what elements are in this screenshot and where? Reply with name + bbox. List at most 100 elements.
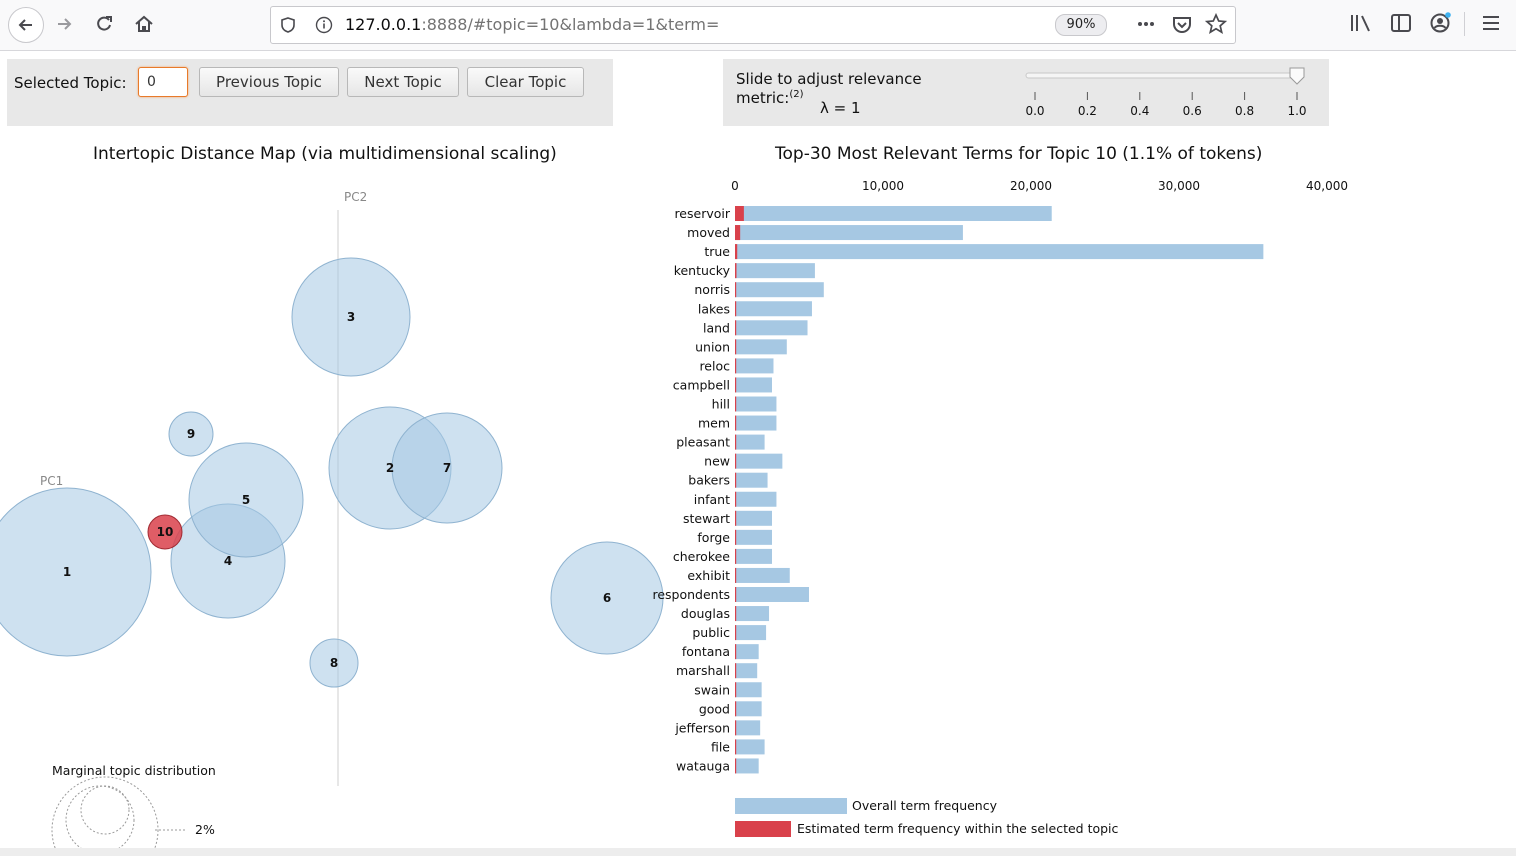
topic-frequency-bar[interactable] [735, 739, 737, 755]
topic-circle-6[interactable] [550, 541, 664, 655]
more-icon[interactable] [1133, 11, 1159, 37]
topic-frequency-bar[interactable] [735, 529, 737, 545]
term-label[interactable]: file [711, 739, 730, 754]
topic-frequency-bar[interactable] [735, 396, 737, 412]
pocket-icon[interactable] [1169, 11, 1195, 37]
overall-frequency-bar[interactable] [735, 339, 787, 355]
term-label[interactable]: infant [694, 492, 730, 507]
overall-frequency-bar[interactable] [735, 491, 777, 507]
overall-frequency-bar[interactable] [735, 453, 783, 469]
topic-circle-1[interactable] [0, 487, 152, 657]
clear-topic-button[interactable]: Clear Topic [467, 67, 584, 97]
overall-frequency-bar[interactable] [735, 739, 765, 755]
overall-frequency-bar[interactable] [735, 701, 762, 717]
overall-frequency-bar[interactable] [735, 377, 772, 393]
term-label[interactable]: norris [694, 282, 730, 297]
term-label[interactable]: kentucky [674, 263, 731, 278]
term-label[interactable]: watauga [676, 758, 730, 773]
overall-frequency-bar[interactable] [735, 434, 765, 450]
term-label[interactable]: mem [698, 416, 730, 431]
overall-frequency-bar[interactable] [735, 358, 774, 374]
topic-frequency-bar[interactable] [735, 548, 737, 564]
overall-frequency-bar[interactable] [735, 529, 772, 545]
topic-frequency-bar[interactable] [735, 701, 737, 717]
topic-circle-3[interactable] [291, 257, 411, 377]
topic-frequency-bar[interactable] [735, 644, 737, 660]
term-label[interactable]: respondents [652, 587, 730, 602]
topic-frequency-bar[interactable] [735, 625, 737, 641]
topic-frequency-bar[interactable] [735, 263, 737, 279]
reload-button[interactable] [88, 8, 120, 40]
overall-frequency-bar[interactable] [735, 472, 768, 488]
topic-frequency-bar[interactable] [735, 510, 737, 526]
overall-frequency-bar[interactable] [735, 606, 770, 622]
overall-frequency-bar[interactable] [735, 682, 762, 698]
overall-frequency-bar[interactable] [735, 282, 824, 298]
selected-topic-input[interactable] [138, 67, 188, 97]
overall-frequency-bar[interactable] [735, 415, 777, 431]
overall-frequency-bar[interactable] [735, 625, 767, 641]
slider-footnote-link[interactable]: (2) [789, 89, 804, 100]
term-label[interactable]: exhibit [687, 568, 730, 583]
topic-frequency-bar[interactable] [735, 472, 737, 488]
topic-frequency-bar[interactable] [735, 491, 737, 507]
overall-frequency-bar[interactable] [735, 301, 812, 317]
term-label[interactable]: douglas [681, 606, 730, 621]
term-label[interactable]: jefferson [674, 720, 730, 735]
overall-frequency-bar[interactable] [735, 567, 790, 583]
term-label[interactable]: fontana [682, 644, 730, 659]
topic-frequency-bar[interactable] [735, 720, 737, 736]
term-label[interactable]: land [703, 320, 730, 335]
term-label[interactable]: campbell [673, 377, 730, 392]
relevance-slider[interactable]: 0.0 0.2 0.4 0.6 0.8 1.0 [1010, 62, 1320, 122]
topic-frequency-bar[interactable] [735, 587, 737, 602]
topic-frequency-bar[interactable] [735, 606, 737, 622]
topic-circle-9[interactable] [168, 411, 214, 457]
term-label[interactable]: true [704, 244, 730, 259]
term-label[interactable]: public [692, 625, 730, 640]
overall-frequency-bar[interactable] [735, 225, 963, 241]
slider-thumb[interactable] [1289, 67, 1305, 85]
topic-frequency-bar[interactable] [735, 415, 737, 431]
topic-frequency-bar[interactable] [735, 320, 737, 336]
overall-frequency-bar[interactable] [735, 644, 759, 660]
topic-circle-7[interactable] [391, 412, 503, 524]
topic-frequency-bar[interactable] [735, 663, 737, 679]
topic-frequency-bar[interactable] [735, 453, 737, 469]
overall-frequency-bar[interactable] [735, 320, 808, 336]
account-icon[interactable] [1428, 10, 1454, 36]
zoom-level-badge[interactable]: 90% [1055, 14, 1107, 36]
forward-button[interactable] [48, 8, 80, 40]
term-label[interactable]: swain [694, 682, 730, 697]
library-icon[interactable] [1348, 10, 1374, 36]
overall-frequency-bar[interactable] [735, 244, 1264, 260]
term-label[interactable]: forge [697, 530, 730, 545]
slider-track[interactable] [1025, 72, 1299, 79]
overall-frequency-bar[interactable] [735, 263, 815, 279]
topic-frequency-bar[interactable] [735, 758, 737, 774]
overall-frequency-bar[interactable] [735, 663, 758, 679]
overall-frequency-bar[interactable] [735, 720, 761, 736]
term-label[interactable]: reservoir [674, 206, 730, 221]
star-icon[interactable] [1203, 11, 1229, 37]
overall-frequency-bar[interactable] [735, 548, 772, 564]
term-label[interactable]: bakers [688, 473, 730, 488]
term-label[interactable]: marshall [676, 663, 730, 678]
term-label[interactable]: union [695, 339, 730, 354]
topic-frequency-bar[interactable] [735, 567, 737, 583]
info-icon[interactable] [315, 16, 333, 34]
topic-circle-10[interactable] [147, 514, 183, 550]
topic-frequency-bar[interactable] [735, 434, 737, 450]
menu-icon[interactable] [1478, 10, 1504, 36]
overall-frequency-bar[interactable] [735, 396, 777, 412]
next-topic-button[interactable]: Next Topic [347, 67, 459, 97]
overall-frequency-bar[interactable] [735, 206, 1052, 221]
topic-circle-8[interactable] [309, 638, 359, 688]
topic-frequency-bar[interactable] [735, 206, 744, 221]
topic-frequency-bar[interactable] [735, 225, 741, 241]
term-label[interactable]: reloc [699, 358, 730, 373]
term-label[interactable]: pleasant [676, 435, 730, 450]
overall-frequency-bar[interactable] [735, 758, 759, 774]
home-button[interactable] [128, 8, 160, 40]
term-label[interactable]: hill [712, 397, 730, 412]
